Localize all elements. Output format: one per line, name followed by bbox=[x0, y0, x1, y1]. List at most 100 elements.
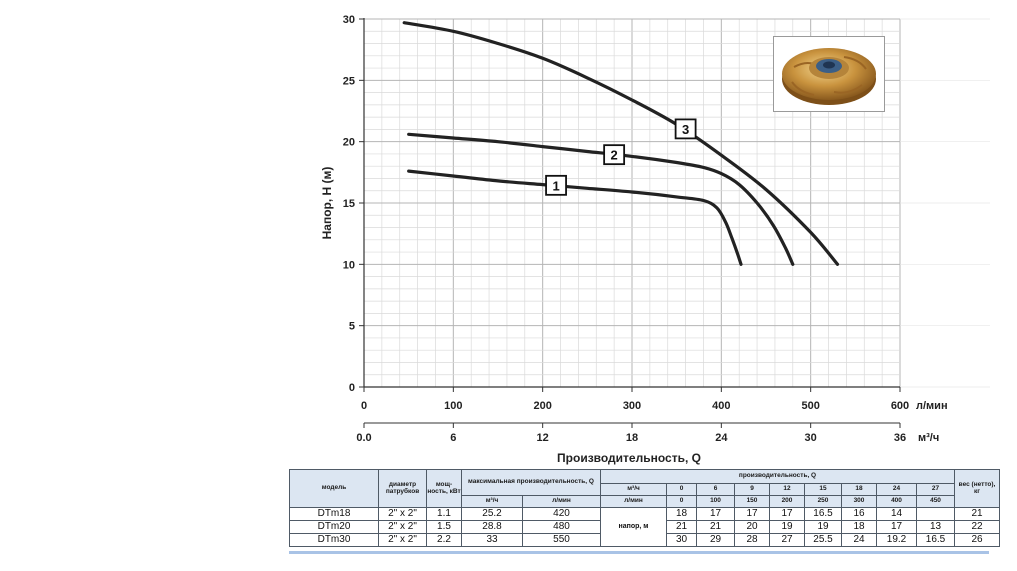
row-diameter: 2" x 2" bbox=[378, 520, 427, 534]
y-tick-label: 25 bbox=[343, 75, 355, 87]
x-tick-label: 600 bbox=[891, 400, 909, 412]
flow-m3h-0: 0 bbox=[666, 483, 697, 496]
y-tick-label: 5 bbox=[349, 321, 355, 333]
row-head: 16.5 bbox=[915, 533, 956, 547]
header-max-flow: максимальная производительность, Q bbox=[461, 469, 601, 496]
flow-m3h-1: 6 bbox=[696, 483, 735, 496]
x-tick-label: 300 bbox=[623, 400, 641, 412]
table-row: DTm20 2" x 2" 1.5 28.8 480 21 21 20 19 1… bbox=[289, 520, 1001, 534]
x-axis-unit-primary: л/мин bbox=[916, 400, 948, 412]
flow-lmin-1: 100 bbox=[696, 495, 735, 508]
y-tick-label: 0 bbox=[349, 382, 355, 394]
curve-label-2: 2 bbox=[611, 148, 618, 163]
bronze-impeller-icon bbox=[782, 48, 876, 105]
x2-tick-label: 12 bbox=[537, 432, 549, 444]
curve-label-3: 3 bbox=[682, 122, 689, 137]
row-weight: 26 bbox=[954, 533, 1001, 547]
y-ticks: 0 5 10 15 20 25 30 bbox=[343, 14, 364, 394]
row-head: 30 bbox=[666, 533, 697, 547]
flow-lmin-5: 300 bbox=[841, 495, 877, 508]
curve-1 bbox=[407, 169, 743, 266]
curve-label-box-3 bbox=[674, 118, 697, 140]
row-head: 24 bbox=[841, 533, 877, 547]
x-axis-label: Производительность, Q bbox=[557, 451, 701, 465]
flow-m3h-3: 12 bbox=[769, 483, 805, 496]
row-model: DTm18 bbox=[289, 507, 379, 521]
x2-tick-label: 36 bbox=[894, 432, 906, 444]
row-power: 1.1 bbox=[426, 507, 462, 521]
row-head: 19.2 bbox=[876, 533, 917, 547]
row-head: 16 bbox=[841, 507, 877, 521]
curve-label-1: 1 bbox=[552, 178, 559, 193]
row-weight: 21 bbox=[954, 507, 1001, 521]
flow-lmin-6: 400 bbox=[876, 495, 917, 508]
row-max-lmin: 550 bbox=[522, 533, 601, 547]
x2-tick-label: 30 bbox=[805, 432, 817, 444]
table-row: DTm18 2" x 2" 1.1 25.2 420 напор, м 18 1… bbox=[289, 507, 1001, 547]
flow-m3h-5: 18 bbox=[841, 483, 877, 496]
y-tick-label: 30 bbox=[343, 14, 355, 26]
x2-tick-label: 24 bbox=[715, 432, 728, 444]
flow-m3h-7: 27 bbox=[915, 483, 956, 496]
flow-unit-lmin: л/мин bbox=[600, 495, 667, 508]
y-axis-label: Напор, H (м) bbox=[320, 167, 334, 240]
x-ticks-primary: 0 100 200 300 400 500 600 bbox=[361, 387, 909, 412]
specifications-table: модель диаметр патрубков мощ-ность, кВт … bbox=[289, 469, 1001, 547]
y-tick-label: 10 bbox=[343, 259, 355, 271]
x-ticks-secondary: 0.0 6 12 18 24 30 36 bbox=[356, 423, 906, 444]
x-tick-label: 0 bbox=[361, 400, 367, 412]
row-head: 25.5 bbox=[804, 533, 842, 547]
table-row: DTm30 2" x 2" 2.2 33 550 30 29 28 27 25.… bbox=[289, 533, 1001, 547]
row-head: 13 bbox=[915, 520, 956, 534]
row-head bbox=[915, 507, 956, 521]
table-underline bbox=[289, 551, 989, 554]
row-max-lmin: 480 bbox=[522, 520, 601, 534]
y-tick-label: 15 bbox=[343, 198, 355, 210]
max-unit-m3h: м³/ч bbox=[461, 495, 523, 508]
x2-tick-label: 0.0 bbox=[356, 432, 371, 444]
row-max-m3h: 28.8 bbox=[461, 520, 523, 534]
curve-label-box-2 bbox=[603, 144, 626, 166]
row-power: 1.5 bbox=[426, 520, 462, 534]
row-power: 2.2 bbox=[426, 533, 462, 547]
max-unit-lmin: л/мин bbox=[522, 495, 601, 508]
row-head: 17 bbox=[734, 507, 770, 521]
row-head: 18 bbox=[841, 520, 877, 534]
x-tick-label: 100 bbox=[444, 400, 462, 412]
row-head: 21 bbox=[696, 520, 735, 534]
flow-unit-m3h: м³/ч bbox=[600, 483, 667, 496]
flow-m3h-6: 24 bbox=[876, 483, 917, 496]
grid bbox=[363, 18, 990, 388]
flow-lmin-7: 450 bbox=[915, 495, 956, 508]
row-head: 19 bbox=[804, 520, 842, 534]
row-max-lmin: 420 bbox=[522, 507, 601, 521]
x-tick-label: 400 bbox=[712, 400, 730, 412]
row-head: 17 bbox=[696, 507, 735, 521]
row-model: DTm20 bbox=[289, 520, 379, 534]
row-max-m3h: 33 bbox=[461, 533, 523, 547]
curve-3 bbox=[402, 21, 840, 266]
head-label: напор, м bbox=[600, 507, 667, 547]
header-weight: вес (нетто), кг bbox=[954, 469, 1001, 508]
header-flow: производительность, Q bbox=[599, 469, 956, 484]
flow-lmin-4: 250 bbox=[804, 495, 842, 508]
flow-lmin-0: 0 bbox=[666, 495, 697, 508]
header-model: модель bbox=[289, 469, 379, 508]
flow-lmin-2: 150 bbox=[734, 495, 770, 508]
curves bbox=[402, 21, 840, 266]
row-head: 28 bbox=[734, 533, 770, 547]
row-diameter: 2" x 2" bbox=[378, 533, 427, 547]
row-diameter: 2" x 2" bbox=[378, 507, 427, 521]
x2-tick-label: 18 bbox=[626, 432, 638, 444]
row-max-m3h: 25.2 bbox=[461, 507, 523, 521]
flow-m3h-4: 15 bbox=[804, 483, 842, 496]
row-head: 29 bbox=[696, 533, 735, 547]
row-weight: 22 bbox=[954, 520, 1001, 534]
row-head: 19 bbox=[769, 520, 805, 534]
x2-tick-label: 6 bbox=[450, 432, 456, 444]
row-head: 17 bbox=[769, 507, 805, 521]
x-tick-label: 200 bbox=[533, 400, 551, 412]
row-head: 14 bbox=[876, 507, 917, 521]
row-head: 27 bbox=[769, 533, 805, 547]
